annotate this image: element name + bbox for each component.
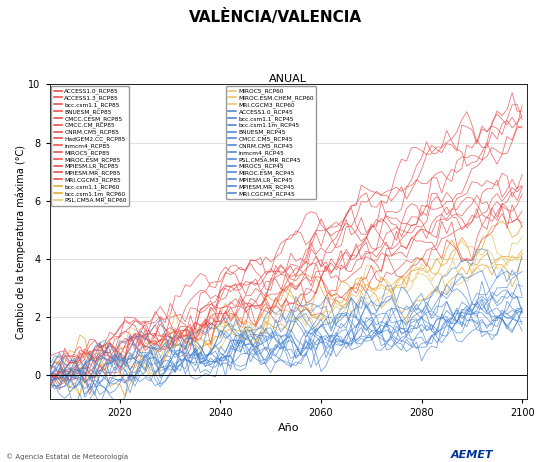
Legend: MIROC5_RCP60, MIROC.ESM.CHEM_RCP60, MRI.CGCM3_RCP60, ACCESS1.0_RCP45, bcc.csm1.1: MIROC5_RCP60, MIROC.ESM.CHEM_RCP60, MRI.… <box>226 86 316 199</box>
Text: © Agencia Estatal de Meteorología: © Agencia Estatal de Meteorología <box>6 453 128 460</box>
X-axis label: Año: Año <box>278 423 299 433</box>
Text: VALÈNCIA/VALENCIA: VALÈNCIA/VALENCIA <box>189 9 361 25</box>
Text: AEMET: AEMET <box>451 450 494 460</box>
Title: ANUAL: ANUAL <box>270 74 307 84</box>
Y-axis label: Cambio de la temperatura máxima (°C): Cambio de la temperatura máxima (°C) <box>15 145 25 339</box>
